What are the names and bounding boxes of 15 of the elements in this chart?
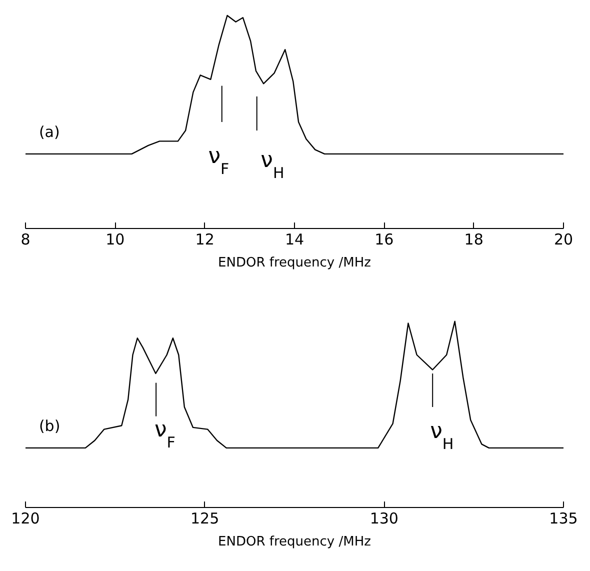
x-axis-title: ENDOR frequency /MHz (218, 256, 372, 270)
annotation: (a) (38, 123, 60, 142)
x-tick-label: 10 (106, 230, 125, 248)
x-tick-label: 18 (464, 230, 484, 248)
x-tick-label: 8 (20, 230, 30, 248)
x-tick-label: 130 (370, 510, 398, 528)
x-tick-label: 20 (554, 230, 574, 248)
x-tick-label: 12 (195, 230, 214, 248)
x-tick-label: 16 (374, 230, 394, 248)
x-tick-label: 120 (11, 510, 40, 528)
x-tick-label: 14 (284, 230, 304, 248)
x-tick-label: 125 (190, 510, 220, 528)
annotation: (b) (38, 416, 60, 435)
x-axis-title: ENDOR frequency /MHz (218, 534, 372, 550)
x-tick-label: 135 (549, 510, 578, 528)
